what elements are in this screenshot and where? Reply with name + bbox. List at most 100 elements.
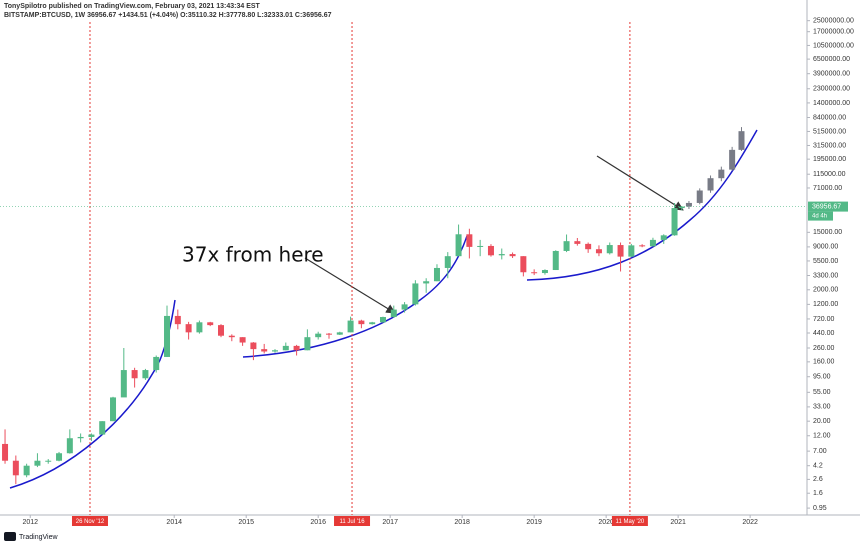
symbol-info: BITSTAMP:BTCUSD, 1W 36956.67 +1434.51 (+…	[4, 12, 332, 19]
y-tick-label: 0.95	[813, 505, 827, 512]
x-tick-label: 2015	[238, 519, 254, 526]
marker-label-box	[71, 516, 108, 526]
candle-body	[142, 370, 149, 379]
y-tick-label: 55.00	[813, 389, 831, 396]
y-tick-label: 840000.00	[813, 114, 846, 121]
x-tick-label: 2022	[742, 519, 758, 526]
x-tick-label: 2017	[382, 519, 398, 526]
y-tick-label: 5500.00	[813, 258, 838, 265]
x-tick-label: 2014	[166, 519, 182, 526]
y-tick-label: 9000.00	[813, 244, 838, 251]
candle-body	[649, 239, 656, 247]
y-tick-label: 515000.00	[813, 128, 846, 135]
candle-body	[738, 131, 745, 150]
candle-body	[315, 333, 322, 338]
y-tick-label: 195000.00	[813, 156, 846, 163]
arrow	[304, 257, 396, 314]
last-price-box	[808, 201, 848, 212]
candle-body	[401, 304, 408, 310]
candle-body	[433, 267, 440, 282]
publisher: TonySpilotro published on TradingView.co…	[4, 3, 261, 10]
candle-series	[685, 127, 745, 209]
candle-body	[379, 317, 386, 323]
candle-body	[660, 235, 667, 240]
y-tick-label: 71000.00	[813, 185, 842, 192]
candle-body	[250, 342, 257, 350]
y-tick-label: 25000000.00	[813, 18, 854, 25]
countdown-label: 4d 4h	[812, 214, 827, 220]
candle-body	[207, 322, 214, 326]
candle-body	[498, 254, 505, 256]
candle-body	[696, 190, 703, 203]
candle-body	[574, 241, 581, 244]
y-tick-label: 1.6	[813, 490, 823, 497]
candle-body	[595, 249, 602, 254]
y-tick-label: 7.00	[813, 448, 827, 455]
candle-body	[88, 434, 95, 437]
x-tick-label: 2018	[454, 519, 470, 526]
candle-body	[66, 438, 73, 454]
x-tick-label: 2020	[598, 519, 614, 526]
y-tick-label: 315000.00	[813, 142, 846, 149]
candle-body	[325, 333, 332, 335]
footer-text: TradingView	[19, 534, 58, 541]
candle-body	[369, 322, 376, 325]
candle-body	[671, 208, 678, 236]
y-tick-label: 95.00	[813, 374, 831, 381]
trend-curve	[526, 129, 758, 281]
candle-body	[617, 245, 624, 257]
candle-body	[56, 453, 63, 461]
candle-body	[423, 281, 430, 284]
candle-body	[293, 345, 300, 351]
candle-body	[153, 356, 160, 371]
candle-body	[110, 397, 117, 422]
candle-body	[347, 320, 354, 333]
candle-body	[520, 256, 527, 273]
marker-label: 11 Jul '16	[339, 519, 365, 525]
y-tick-label: 2000.00	[813, 287, 838, 294]
candle-body	[718, 169, 725, 179]
y-tick-label: 720.00	[813, 316, 835, 323]
candle-body	[444, 256, 451, 268]
marker-label: 26 Nov '12	[76, 519, 105, 525]
candle-body	[282, 345, 289, 351]
marker-label-box	[611, 516, 648, 526]
y-tick-label: 10500000.00	[813, 42, 854, 49]
candle-body	[99, 421, 106, 435]
candle-body	[628, 245, 635, 257]
candle-series	[2, 203, 685, 485]
x-tick-label: 2019	[526, 519, 542, 526]
candle-body	[639, 245, 646, 247]
trend-curves	[9, 129, 758, 489]
candle-body	[390, 309, 397, 318]
x-tick-label: 2016	[310, 519, 326, 526]
y-tick-label: 440.00	[813, 330, 835, 337]
candle-body	[606, 245, 613, 254]
y-tick-label: 4.2	[813, 463, 823, 470]
y-tick-label: 115000.00	[813, 171, 846, 178]
candle-body	[120, 370, 127, 398]
y-tick-label: 15000.00	[813, 229, 842, 236]
arrow	[596, 155, 684, 211]
candle-body	[12, 460, 19, 476]
y-tick-label: 20.00	[813, 418, 831, 425]
annotation: 37x from here	[182, 243, 324, 267]
candle-body	[552, 250, 559, 271]
y-tick-label: 1200.00	[813, 301, 838, 308]
y-tick-label: 3900000.00	[813, 71, 850, 78]
y-tick-label: 1400000.00	[813, 100, 850, 107]
trend-curve	[9, 299, 176, 489]
candle-body	[2, 443, 9, 461]
candle-body	[678, 206, 685, 209]
marker-label: 11 May '20	[616, 519, 645, 525]
countdown-box	[808, 211, 833, 221]
candle-body	[77, 436, 84, 439]
candle-body	[23, 465, 30, 476]
candle-body	[509, 254, 516, 257]
candle-body	[34, 460, 41, 466]
last-price-label: 36956.67	[812, 203, 841, 210]
trend-curve	[242, 235, 468, 358]
